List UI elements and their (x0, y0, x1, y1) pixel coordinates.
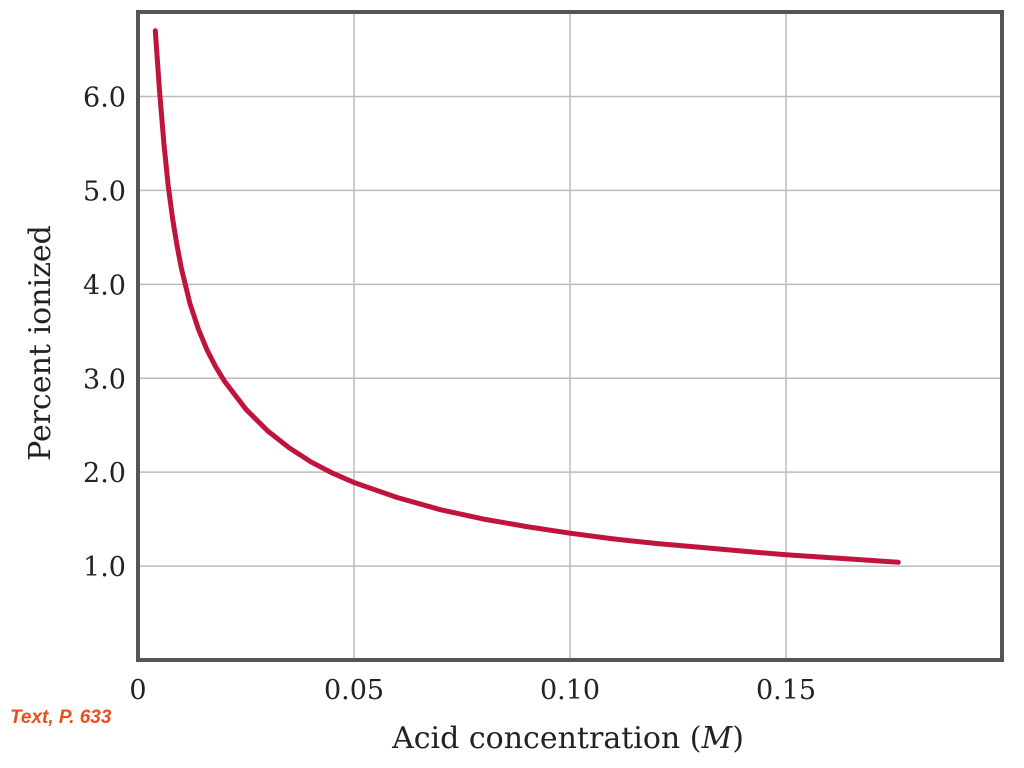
source-note: Text, P. 633 (10, 707, 112, 728)
y-tick-label: 4.0 (83, 270, 126, 301)
tick-labels: 1.0 2.0 3.0 4.0 5.0 6.0 0 0.05 0.10 0.15 (83, 83, 816, 706)
y-tick-label: 1.0 (83, 552, 126, 583)
x-tick-label: 0.05 (324, 675, 384, 706)
y-tick-label: 3.0 (83, 364, 126, 395)
y-tick-label: 6.0 (83, 83, 126, 114)
x-tick-label: 0 (129, 675, 146, 706)
x-tick-label: 0.15 (756, 675, 816, 706)
y-tick-label: 2.0 (83, 458, 126, 489)
x-axis-title: Acid concentration (M) (391, 721, 744, 756)
plot-frame (136, 10, 1004, 662)
y-axis-title: Percent ionized (23, 225, 58, 461)
x-tick-label: 0.10 (540, 675, 600, 706)
series-line (152, 28, 901, 565)
y-tick-label: 5.0 (83, 176, 126, 207)
grid (138, 12, 1002, 660)
